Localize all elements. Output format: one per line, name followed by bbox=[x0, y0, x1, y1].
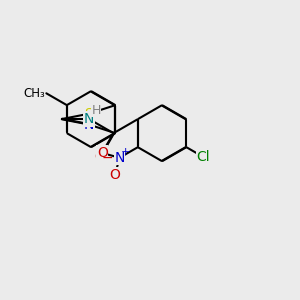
Text: S: S bbox=[84, 107, 93, 121]
Text: O: O bbox=[110, 168, 120, 182]
Text: N: N bbox=[84, 112, 94, 126]
Text: CH₃: CH₃ bbox=[23, 87, 45, 100]
Text: +: + bbox=[121, 146, 130, 157]
Text: Cl: Cl bbox=[196, 150, 210, 164]
Text: O: O bbox=[97, 146, 108, 160]
Text: N: N bbox=[83, 118, 94, 131]
Text: N: N bbox=[114, 151, 125, 165]
Text: −: − bbox=[102, 151, 113, 165]
Text: H: H bbox=[92, 104, 101, 117]
Text: O: O bbox=[94, 151, 105, 164]
